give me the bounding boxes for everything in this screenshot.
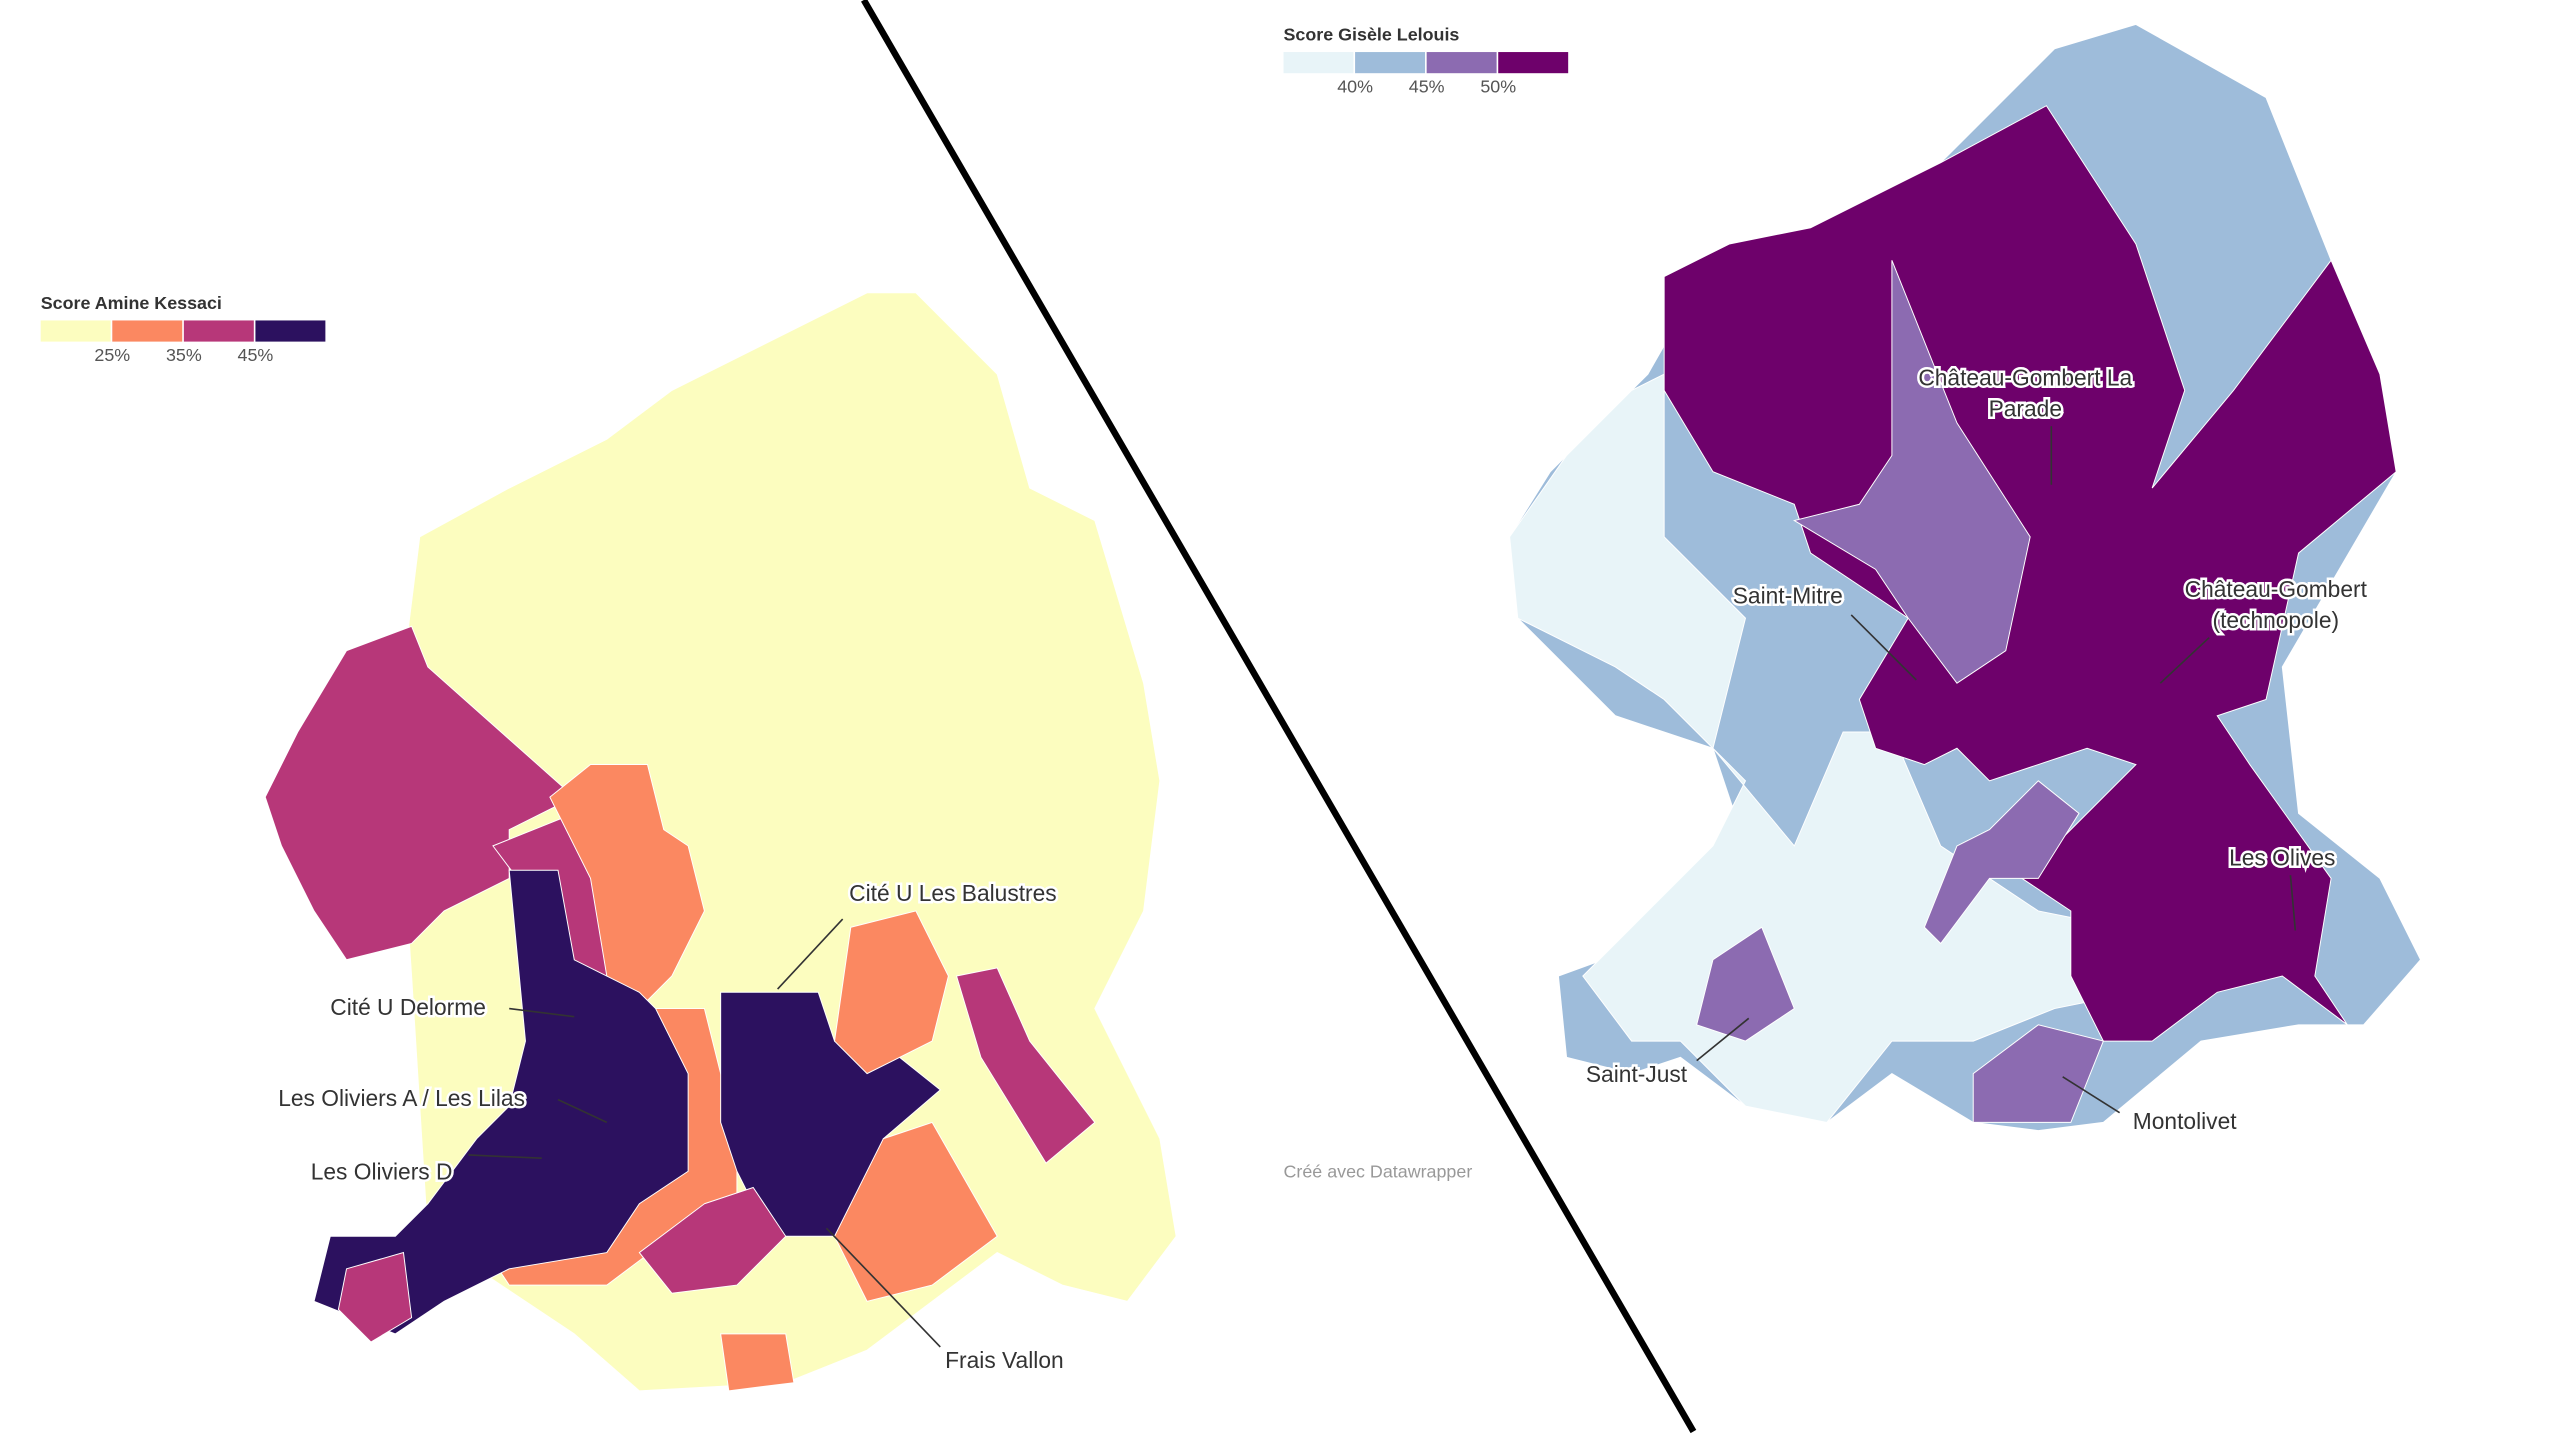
legend-swatch bbox=[40, 320, 111, 342]
divider bbox=[861, 0, 1697, 1434]
region bbox=[1793, 260, 2031, 684]
place-label: Les Oliviers A / Les Lilas bbox=[278, 1085, 525, 1111]
legend-title: Score Amine Kessaci bbox=[41, 293, 222, 313]
leader-line bbox=[777, 918, 844, 990]
legend-tick-label: 40% bbox=[1337, 77, 1373, 97]
leader-line bbox=[2062, 1076, 2121, 1114]
place-label: Château-Gombert La Parade bbox=[1918, 365, 2132, 422]
leader-line bbox=[825, 1227, 941, 1348]
leader-line bbox=[2159, 637, 2210, 684]
region bbox=[337, 1251, 413, 1343]
region bbox=[1663, 105, 2397, 1042]
legend-tick-label: 35% bbox=[166, 345, 202, 365]
legend-swatch bbox=[1426, 52, 1497, 74]
left-map bbox=[264, 292, 1177, 1392]
place-label: Château-Gombert (technopole) bbox=[2185, 576, 2368, 633]
legend-swatch bbox=[183, 320, 254, 342]
region bbox=[549, 764, 705, 1010]
place-label: Cité U Les Balustres bbox=[849, 880, 1057, 906]
place-label: Les Olives bbox=[2229, 844, 2335, 870]
region bbox=[720, 1333, 795, 1392]
region bbox=[313, 869, 689, 1335]
region bbox=[638, 1186, 787, 1294]
region bbox=[1696, 926, 1795, 1042]
legend-tick-label: 50% bbox=[1480, 77, 1516, 97]
leader-line bbox=[1850, 614, 1917, 681]
place-label: Cité U Delorme bbox=[330, 994, 486, 1020]
legend-swatch bbox=[255, 320, 326, 342]
place-label: Saint-Mitre bbox=[1733, 583, 1843, 609]
legend-title: Score Gisèle Lelouis bbox=[1284, 25, 1460, 45]
region bbox=[955, 967, 1096, 1164]
leader-line bbox=[1696, 1017, 1750, 1062]
place-label: Frais Vallon bbox=[945, 1347, 1064, 1373]
legend-swatch bbox=[1283, 52, 1354, 74]
legend-swatch bbox=[1498, 52, 1569, 74]
leader-line bbox=[468, 1154, 542, 1160]
leader-line bbox=[557, 1098, 608, 1124]
legend-tick-label: 45% bbox=[238, 345, 274, 365]
legend-swatch bbox=[112, 320, 183, 342]
region bbox=[834, 910, 949, 1075]
leader-line bbox=[509, 1007, 575, 1018]
legend-swatch bbox=[1355, 52, 1426, 74]
place-label: Montolivet bbox=[2133, 1108, 2237, 1134]
region bbox=[1923, 780, 2080, 945]
right-map bbox=[1509, 23, 2422, 1132]
place-label: Les Oliviers D bbox=[311, 1158, 453, 1184]
leader-line bbox=[2289, 875, 2297, 931]
legend-tick-label: 25% bbox=[94, 345, 130, 365]
credit: Créé avec Datawrapper bbox=[1284, 1162, 1473, 1182]
legend-tick-label: 45% bbox=[1409, 77, 1445, 97]
place-label: Saint-Just bbox=[1586, 1061, 1688, 1087]
region bbox=[1972, 1024, 2105, 1123]
region bbox=[1509, 373, 2137, 1123]
